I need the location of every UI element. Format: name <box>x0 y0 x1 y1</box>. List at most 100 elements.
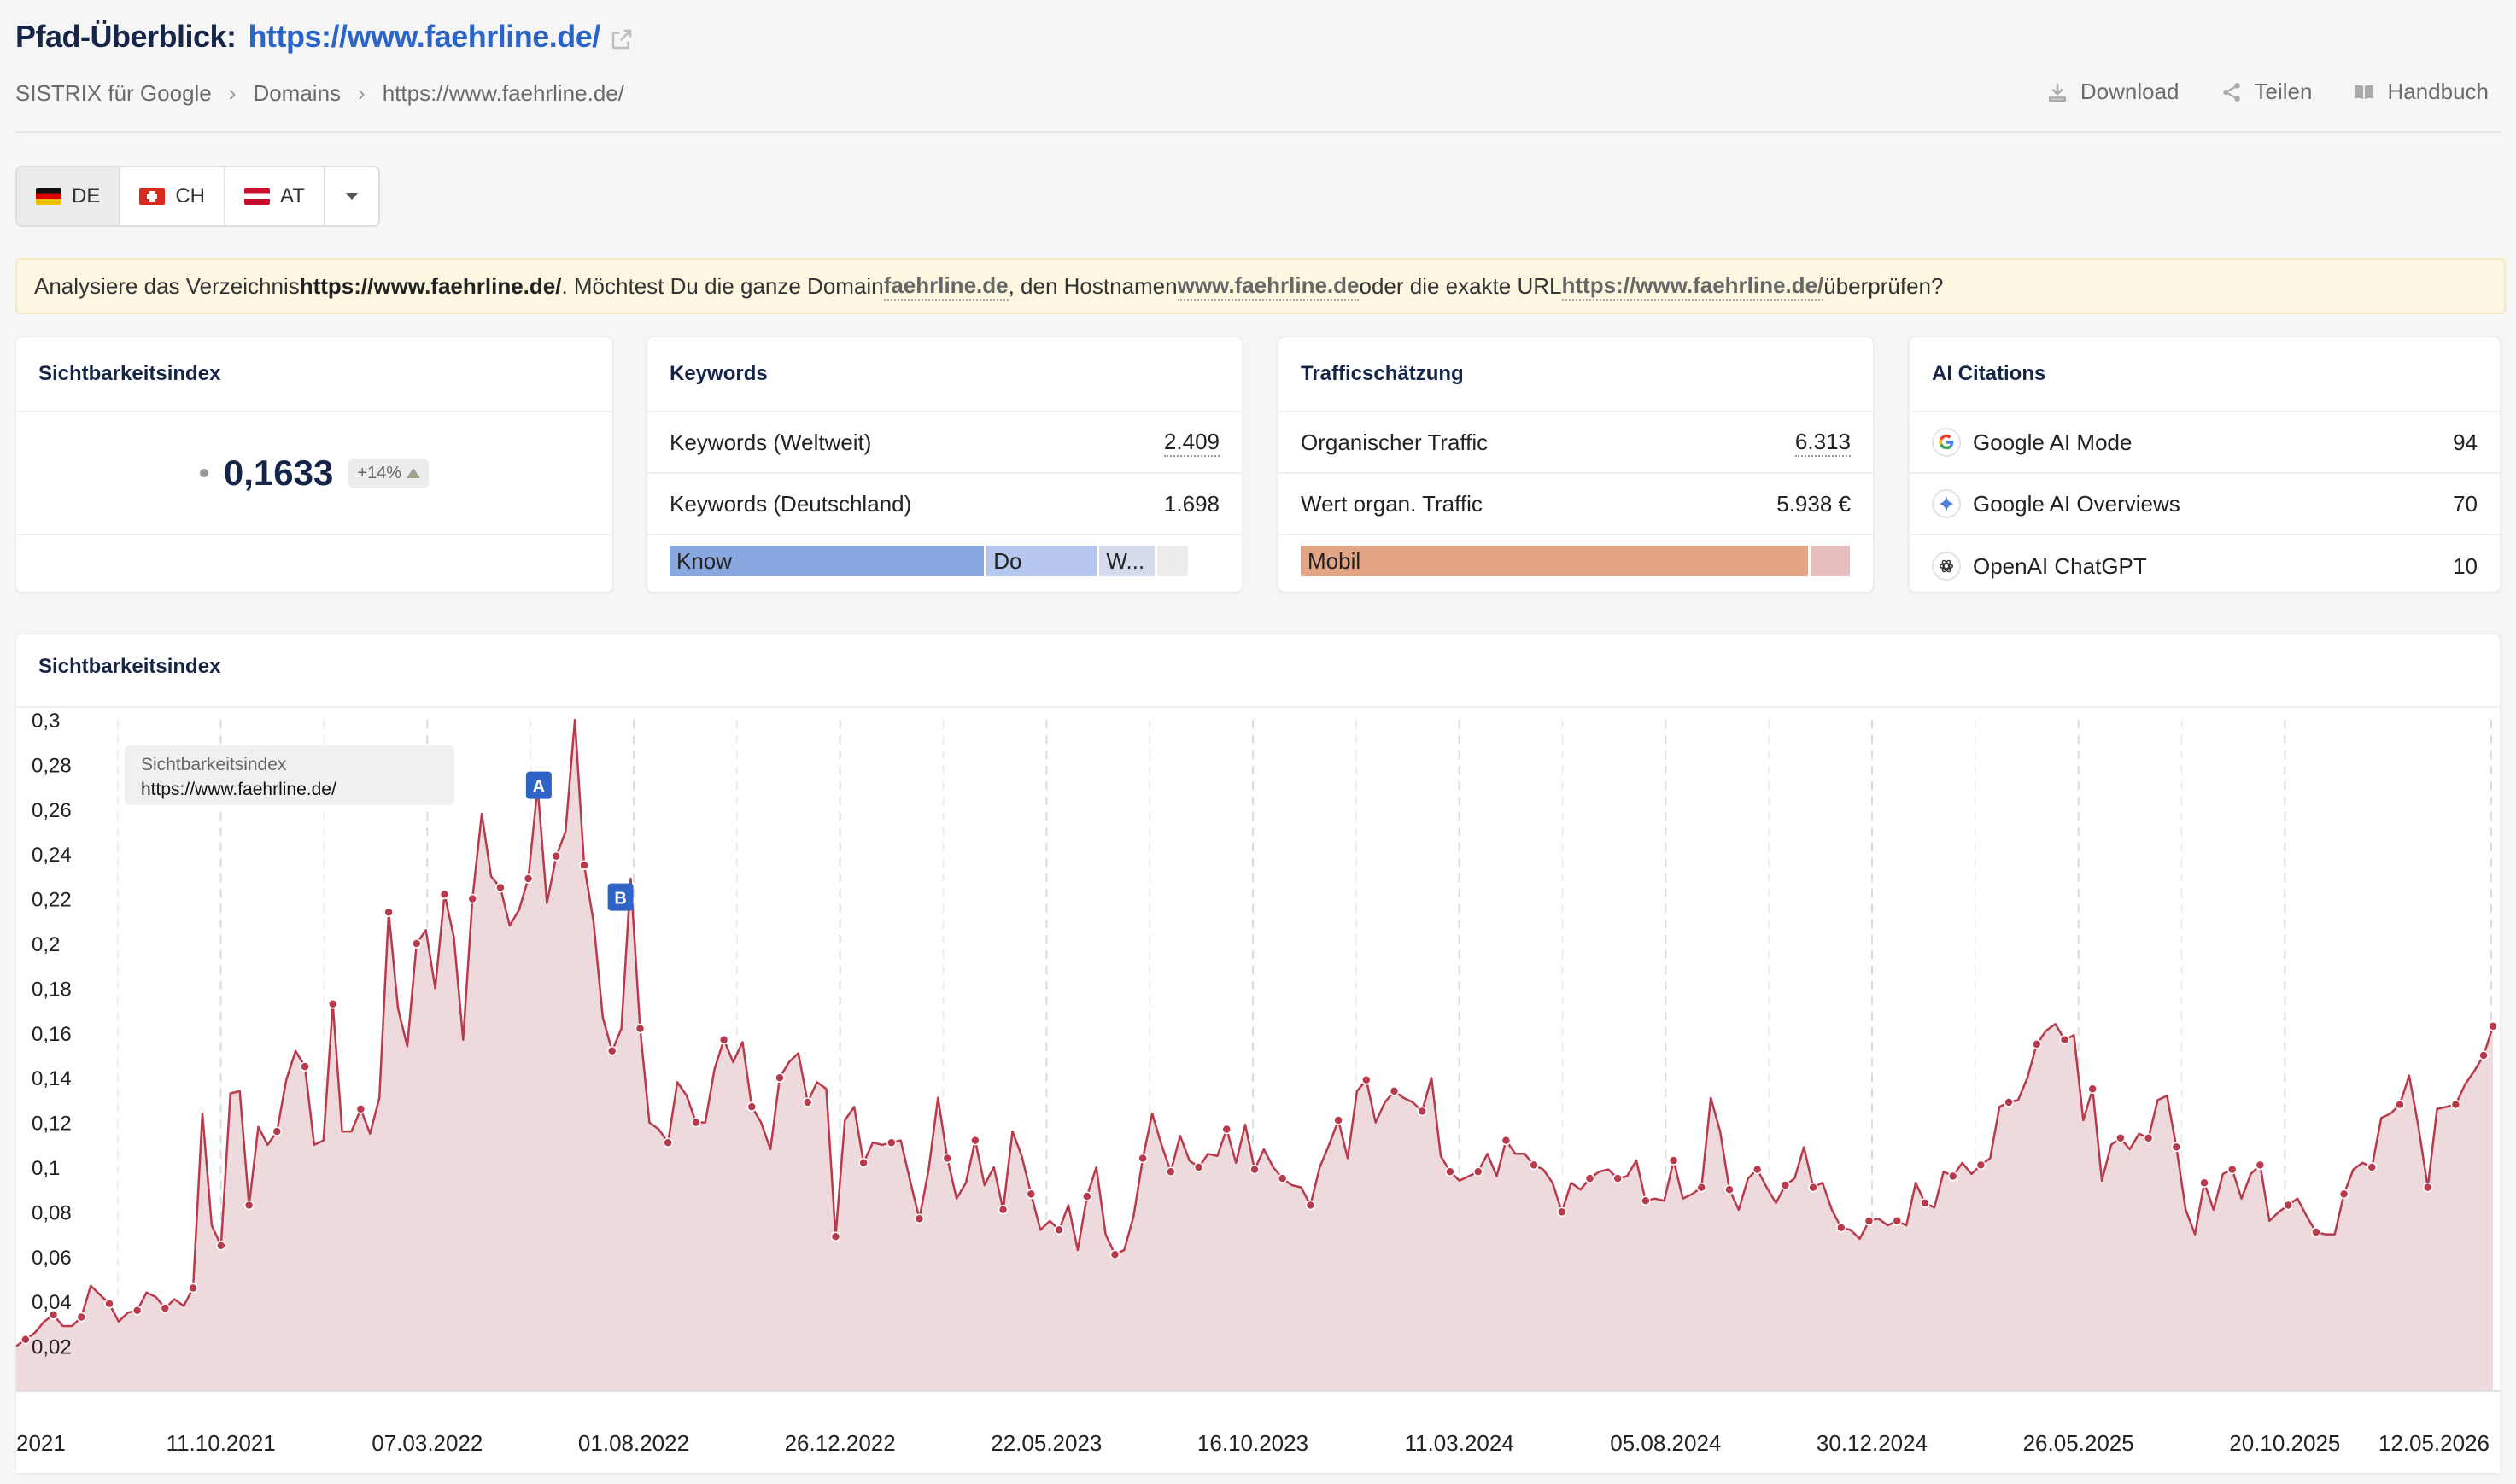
chart-point[interactable] <box>1836 1222 1846 1233</box>
keywords-worldwide-row[interactable]: Keywords (Weltweit) 2.409 <box>647 412 1242 474</box>
breadcrumb-item-sistrix[interactable]: SISTRIX für Google <box>15 80 212 106</box>
chart-point[interactable] <box>551 851 562 862</box>
chart-point[interactable] <box>579 860 589 871</box>
annotation-flag-a[interactable] <box>525 771 552 799</box>
chart-point[interactable] <box>1864 1216 1875 1226</box>
chart-point[interactable] <box>1361 1075 1372 1085</box>
chart-point[interactable] <box>1696 1182 1707 1193</box>
chart-point[interactable] <box>355 1104 366 1114</box>
chart-point[interactable] <box>1668 1155 1679 1166</box>
chart-point[interactable] <box>1612 1173 1623 1183</box>
chart-point[interactable] <box>802 1097 813 1107</box>
country-button-de[interactable]: DE <box>17 167 121 225</box>
chart-point[interactable] <box>2422 1182 2433 1193</box>
chart-point[interactable] <box>2478 1050 2489 1060</box>
download-button[interactable]: Download <box>2046 79 2180 105</box>
chart-point[interactable] <box>1193 1162 1204 1172</box>
chart-point[interactable] <box>718 1034 729 1045</box>
chart-point[interactable] <box>216 1240 226 1251</box>
chart-point[interactable] <box>1557 1206 1567 1218</box>
chart-point[interactable] <box>2059 1034 2070 1045</box>
chart-point[interactable] <box>2367 1162 2378 1172</box>
chart-point[interactable] <box>1780 1180 1791 1190</box>
chart-point[interactable] <box>2087 1084 2098 1095</box>
chart-point[interactable] <box>830 1231 841 1242</box>
chart-point[interactable] <box>2199 1177 2209 1189</box>
ai-row-google-ai-mode[interactable]: Google AI Mode 94 <box>1910 412 2500 474</box>
chart-point[interactable] <box>691 1117 701 1128</box>
chart-point[interactable] <box>1529 1160 1539 1171</box>
chart-point[interactable] <box>663 1137 673 1148</box>
chart-point[interactable] <box>606 1046 617 1056</box>
chart-point[interactable] <box>1166 1166 1176 1177</box>
chart-point[interactable] <box>495 882 506 893</box>
chart-point[interactable] <box>1221 1124 1232 1135</box>
chart-point[interactable] <box>1305 1200 1316 1211</box>
chart-point[interactable] <box>2255 1160 2266 1171</box>
chart-point[interactable] <box>439 889 450 900</box>
notice-url-link[interactable]: https://www.faehrline.de/ <box>1561 272 1824 301</box>
chart-point[interactable] <box>1724 1184 1735 1195</box>
manual-button[interactable]: Handbuch <box>2353 79 2489 105</box>
chart-point[interactable] <box>1947 1171 1958 1182</box>
chart-point[interactable] <box>1389 1086 1400 1096</box>
chart-point[interactable] <box>942 1153 952 1164</box>
chart-point[interactable] <box>1026 1189 1037 1200</box>
chart-point[interactable] <box>1472 1166 1483 1177</box>
chart-point[interactable] <box>1445 1166 1455 1177</box>
chart-point[interactable] <box>1138 1153 1148 1164</box>
country-button-at[interactable]: AT <box>225 167 325 225</box>
page-title-url-link[interactable]: https://www.faehrline.de/ <box>248 19 601 54</box>
notice-domain-link[interactable]: faehrline.de <box>883 272 1009 301</box>
chart-point[interactable] <box>2338 1189 2349 1200</box>
external-link-icon[interactable] <box>609 24 635 50</box>
row-value[interactable]: 2.409 <box>1163 429 1220 457</box>
chart-point[interactable] <box>2004 1097 2014 1107</box>
chart-point[interactable] <box>383 907 394 918</box>
bar-segment[interactable]: W... <box>1099 546 1155 576</box>
chart-point[interactable] <box>914 1213 925 1224</box>
chart-point[interactable] <box>1333 1115 1343 1125</box>
chart-point[interactable] <box>1082 1191 1092 1201</box>
bar-segment[interactable] <box>1811 546 1850 576</box>
annotation-flag-b[interactable] <box>607 883 634 911</box>
chart-point[interactable] <box>132 1305 143 1316</box>
row-value[interactable]: 6.313 <box>1794 429 1851 457</box>
chart-point[interactable] <box>160 1303 171 1313</box>
chart-point[interactable] <box>2450 1099 2461 1110</box>
chart-point[interactable] <box>886 1137 897 1148</box>
chart-point[interactable] <box>2032 1039 2042 1049</box>
chart-point[interactable] <box>20 1334 31 1345</box>
traffic-value-row[interactable]: Wert organ. Traffic 5.938 € <box>1278 474 1873 535</box>
chart-point[interactable] <box>188 1282 198 1294</box>
chart-point[interactable] <box>1277 1173 1288 1183</box>
chart-point[interactable] <box>970 1135 980 1146</box>
chart-point[interactable] <box>2143 1133 2154 1143</box>
chart-point[interactable] <box>76 1312 87 1323</box>
bar-segment[interactable] <box>1157 546 1188 576</box>
chart-point[interactable] <box>1501 1135 1512 1146</box>
chart-point[interactable] <box>1417 1106 1427 1117</box>
chart-point[interactable] <box>2115 1133 2126 1143</box>
chart-point[interactable] <box>300 1061 310 1072</box>
country-button-ch[interactable]: CH <box>120 167 226 225</box>
chart-point[interactable] <box>1054 1224 1064 1236</box>
chart-point[interactable] <box>327 998 338 1009</box>
chart-point[interactable] <box>1109 1249 1120 1259</box>
visibility-chart[interactable]: 0,02 0,04 0,06 0,08 0,1 0,12 0,14 0,16 0,18 0,2 0,… <box>16 708 2500 1473</box>
chart-point[interactable] <box>104 1299 114 1309</box>
chart-point[interactable] <box>635 1023 646 1034</box>
ai-row-google-ai-overviews[interactable]: Google AI Overviews 70 <box>1910 474 2500 535</box>
chart-point[interactable] <box>1641 1195 1651 1206</box>
chart-point[interactable] <box>1752 1164 1763 1175</box>
chart-point[interactable] <box>1808 1182 1818 1193</box>
visibility-index-value[interactable]: 0,1633 <box>223 453 334 493</box>
chart-point[interactable] <box>412 938 422 949</box>
device-share-bar[interactable]: Mobil <box>1278 535 1873 587</box>
ai-row-openai-chatgpt[interactable]: OpenAI ChatGPT 10 <box>1910 535 2500 597</box>
bar-segment[interactable]: Know <box>670 546 985 576</box>
chart-point[interactable] <box>1249 1164 1260 1175</box>
country-dropdown-button[interactable] <box>325 167 378 225</box>
chart-point[interactable] <box>1584 1173 1595 1183</box>
chart-point[interactable] <box>2488 1021 2498 1031</box>
